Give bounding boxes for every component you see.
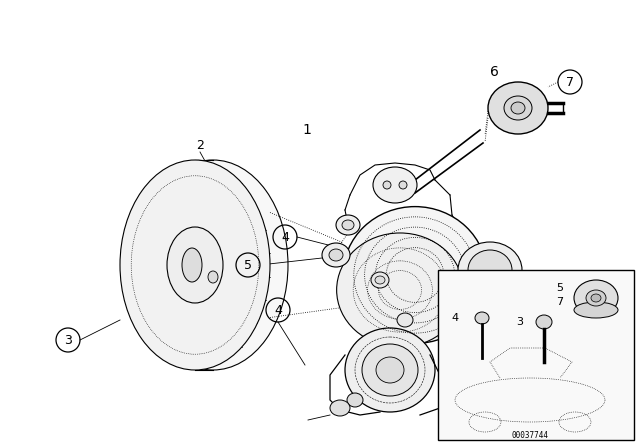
- Ellipse shape: [399, 181, 407, 189]
- Text: 4: 4: [281, 231, 289, 244]
- Text: 7: 7: [556, 297, 564, 307]
- Ellipse shape: [120, 160, 270, 370]
- Text: 00037744: 00037744: [511, 431, 548, 439]
- Ellipse shape: [574, 280, 618, 316]
- Ellipse shape: [371, 272, 389, 288]
- Ellipse shape: [536, 315, 552, 329]
- Ellipse shape: [337, 233, 463, 347]
- Text: 2: 2: [196, 138, 204, 151]
- Ellipse shape: [362, 344, 418, 396]
- Ellipse shape: [490, 292, 530, 328]
- Text: 4: 4: [451, 313, 459, 323]
- Ellipse shape: [591, 294, 601, 302]
- Ellipse shape: [182, 248, 202, 282]
- Text: 3: 3: [64, 333, 72, 346]
- Ellipse shape: [138, 160, 288, 370]
- Bar: [438, 270, 634, 440]
- Text: 7: 7: [566, 76, 574, 89]
- Ellipse shape: [496, 298, 524, 322]
- Ellipse shape: [347, 393, 363, 407]
- Ellipse shape: [336, 215, 360, 235]
- Ellipse shape: [373, 167, 417, 203]
- Text: 4: 4: [274, 303, 282, 316]
- Ellipse shape: [511, 102, 525, 114]
- Text: 1: 1: [303, 123, 312, 137]
- Text: 6: 6: [490, 65, 499, 79]
- Ellipse shape: [330, 400, 350, 416]
- Ellipse shape: [488, 82, 548, 134]
- Ellipse shape: [329, 249, 343, 261]
- Ellipse shape: [397, 313, 413, 327]
- Text: 5: 5: [557, 283, 563, 293]
- Ellipse shape: [345, 328, 435, 412]
- Ellipse shape: [342, 220, 354, 230]
- Ellipse shape: [167, 227, 223, 303]
- Ellipse shape: [475, 312, 489, 324]
- Ellipse shape: [458, 242, 522, 298]
- Ellipse shape: [383, 181, 391, 189]
- Text: 5: 5: [244, 258, 252, 271]
- Ellipse shape: [376, 357, 404, 383]
- Ellipse shape: [375, 276, 385, 284]
- Ellipse shape: [468, 250, 512, 290]
- Ellipse shape: [343, 207, 487, 344]
- Ellipse shape: [586, 290, 606, 306]
- Ellipse shape: [208, 271, 218, 283]
- Ellipse shape: [574, 302, 618, 318]
- Text: 3: 3: [516, 317, 524, 327]
- Ellipse shape: [504, 96, 532, 120]
- Ellipse shape: [322, 243, 350, 267]
